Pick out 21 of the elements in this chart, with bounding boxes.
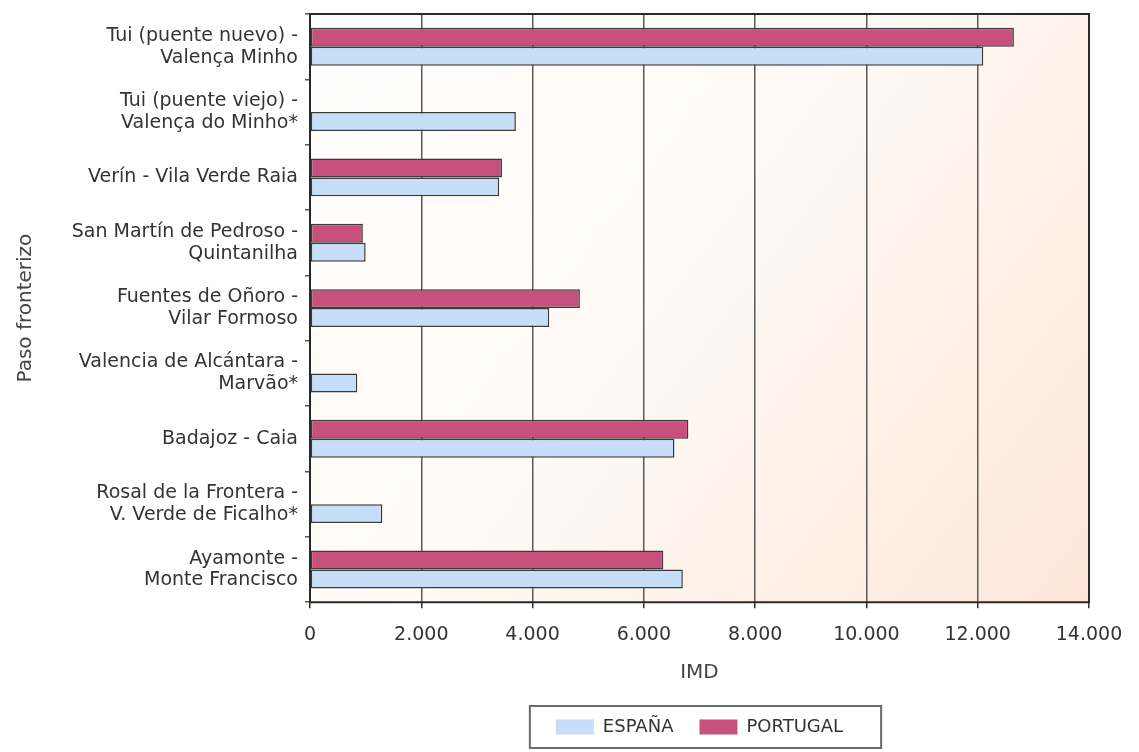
y-tick-label: Tui (puente nuevo) - Valença Minho bbox=[105, 22, 298, 67]
legend-label: ESPAÑA bbox=[602, 714, 675, 736]
x-tick-label: 14.000 bbox=[1055, 621, 1123, 644]
x-axis-title: IMD bbox=[680, 659, 719, 684]
x-tick-label: 6.000 bbox=[616, 621, 672, 644]
y-tick-label: Tui (puente viejo) - Valença do Minho* bbox=[119, 88, 298, 132]
y-tick-label: Badajoz - Caia bbox=[161, 425, 298, 448]
x-tick-label: 2.000 bbox=[394, 621, 449, 644]
legend-label: PORTUGAL bbox=[746, 714, 844, 736]
x-tick-label: 8.000 bbox=[727, 621, 783, 644]
y-tick-label: Verín - Vila Verde Raia bbox=[88, 164, 298, 187]
y-tick-label: Ayamonte - Monte Francisco bbox=[144, 545, 298, 590]
x-tick-label: 4.000 bbox=[505, 621, 560, 644]
x-tick-label: 12.000 bbox=[944, 621, 1011, 644]
y-tick-label: Fuentes de Oñoro - Vilar Formoso bbox=[116, 284, 298, 328]
y-axis-title: Paso fronterizo bbox=[12, 233, 37, 383]
y-tick-label: Valencia de Alcántara - Marvão* bbox=[78, 349, 298, 394]
y-tick-label: Rosal de la Frontera - V. Verde de Ficalho* bbox=[96, 480, 298, 525]
y-tick-label: San Martín de Pedroso - Quintanilha bbox=[71, 218, 298, 263]
x-tick-label: 0 bbox=[303, 621, 317, 644]
x-tick-label: 10.000 bbox=[833, 621, 900, 644]
